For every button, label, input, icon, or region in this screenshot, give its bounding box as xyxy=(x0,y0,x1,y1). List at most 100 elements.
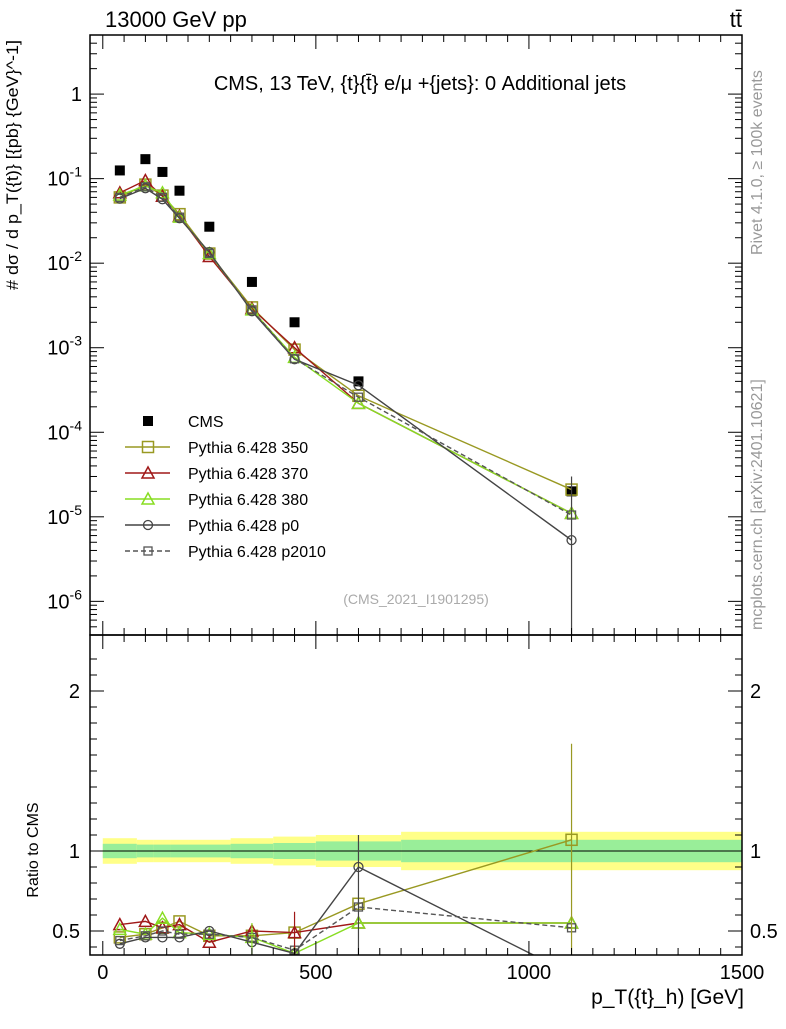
ratio-point xyxy=(157,926,168,936)
y-tick-label-exp: -4 xyxy=(70,417,83,433)
y-tick-label-base: 10 xyxy=(47,338,69,360)
data-point xyxy=(115,192,125,203)
series-line xyxy=(119,187,572,541)
main-title: CMS, 13 TeV, {t}{t̄} e/μ +{jets}: 0 Addi… xyxy=(214,73,626,95)
xlabel-text: p_T({t}_h) [GeV] xyxy=(591,986,744,1009)
header-left: 13000 GeV pp xyxy=(105,7,247,32)
watermark: (CMS_2021_I1901295) xyxy=(343,591,489,607)
data-point xyxy=(112,185,128,199)
data-point xyxy=(244,302,260,316)
legend-marker xyxy=(143,416,153,426)
data-point xyxy=(114,165,125,176)
series-4 xyxy=(114,183,577,546)
y-tick-label: 10-6 xyxy=(47,586,82,613)
data-point xyxy=(204,248,214,259)
x-tick-label: 500 xyxy=(299,962,332,984)
legend: CMS Pythia 6.428 350 Pythia 6.428 370 Pythi… xyxy=(125,414,326,561)
xlabel: p_T({t}_h) [GeV] xyxy=(591,986,744,1009)
y-tick-label: 10-3 xyxy=(47,333,82,360)
ratio-y-tick-label: 1 xyxy=(69,841,80,863)
ratio-point xyxy=(155,910,170,924)
data-point xyxy=(289,354,300,364)
legend-label: CMS xyxy=(188,414,224,431)
legend-label: Pythia 6.428 p0 xyxy=(188,518,299,535)
series-line xyxy=(119,185,572,514)
ratio-point xyxy=(204,929,214,939)
main-ylabel: # dσ / d p_T({t)} [{pb} {GeV}^-1] xyxy=(3,40,22,290)
main-series-group xyxy=(112,154,579,635)
x-tick-label: 1000 xyxy=(507,962,552,984)
legend-label: Pythia 6.428 p2010 xyxy=(188,544,326,561)
legend-label: Pythia 6.428 370 xyxy=(188,466,308,483)
legend-marker xyxy=(140,491,156,505)
ratio-series-line xyxy=(119,920,572,943)
y-tick-label-exp: -2 xyxy=(70,248,83,264)
series-1 xyxy=(113,178,578,496)
y-tick-label-base: 10 xyxy=(47,253,69,275)
legend-item: Pythia 6.428 350 xyxy=(125,440,308,457)
ratio-y-tick-label-right: 1 xyxy=(750,841,761,863)
ratio-point xyxy=(202,934,217,948)
series-line xyxy=(119,186,572,516)
y-tick-label: 10-4 xyxy=(47,417,82,444)
x-tick-label: 0 xyxy=(97,962,108,984)
main-ylabel-text: # dσ / d p_T({t)} [{pb} {GeV}^-1] xyxy=(3,40,22,290)
legend-item: Pythia 6.428 380 xyxy=(125,491,308,509)
ratio-point xyxy=(202,926,217,940)
y-tick-label-exp: -3 xyxy=(70,333,83,349)
legend-label: Pythia 6.428 380 xyxy=(188,492,308,509)
legend-item: Pythia 6.428 370 xyxy=(125,465,308,483)
legend-marker xyxy=(141,440,155,454)
data-point xyxy=(353,392,364,402)
ratio-point xyxy=(115,935,125,946)
ratio-band xyxy=(102,831,742,871)
legend-marker xyxy=(142,519,154,531)
y-tick-label-base: 10 xyxy=(47,422,69,444)
y-tick-label: 1 xyxy=(71,84,82,106)
y-tick-label-exp: -5 xyxy=(70,502,83,518)
data-point xyxy=(246,276,257,287)
series-5 xyxy=(115,182,577,520)
data-point xyxy=(202,245,217,260)
data-point xyxy=(140,182,151,192)
header-right: tt̄ xyxy=(730,7,742,32)
ratio-point xyxy=(112,921,128,936)
data-point xyxy=(157,166,168,177)
rivet-label: Rivet 4.1.0, ≥ 100k events xyxy=(749,70,766,255)
series-2 xyxy=(112,172,579,520)
mcplots-label: mcplots.cern.ch [arXiv:2401.10621] xyxy=(749,379,766,630)
ratio-series-line xyxy=(119,906,572,951)
ratio-point xyxy=(138,913,153,928)
ratio-series-line xyxy=(119,866,535,955)
legend-label: Pythia 6.428 350 xyxy=(188,440,308,457)
series-3 xyxy=(112,178,579,520)
data-point xyxy=(353,380,364,391)
legend-item: Pythia 6.428 p2010 xyxy=(125,544,326,561)
ratio-frame xyxy=(89,634,743,956)
series-line xyxy=(119,179,572,514)
ratio-point xyxy=(140,931,151,941)
data-point xyxy=(174,212,185,222)
ratio-point xyxy=(174,929,185,939)
y-tick-label: 10-5 xyxy=(47,502,82,529)
main-y-axis: 10-610-510-410-310-210-11 xyxy=(47,34,742,636)
ratio-y-tick-label-right: 2 xyxy=(750,681,761,703)
data-point xyxy=(157,192,168,203)
y-tick-label-base: 10 xyxy=(47,169,69,191)
ratio-ylabel: Ratio to CMS xyxy=(25,802,42,897)
ratio-point xyxy=(567,970,576,979)
ratio-point xyxy=(113,931,127,944)
y-tick-label-base: 10 xyxy=(47,507,69,529)
x-axis: 0 500 1000 1500 xyxy=(97,35,764,984)
x-tick-label: 1500 xyxy=(720,962,765,984)
ratio-y-tick-label: 2 xyxy=(69,681,80,703)
series-0 xyxy=(114,154,577,497)
ratio-point xyxy=(157,932,168,943)
legend-item: Pythia 6.428 p0 xyxy=(125,518,299,535)
legend-marker xyxy=(143,546,153,556)
legend-item: CMS xyxy=(143,414,224,431)
legend-marker xyxy=(140,465,156,479)
y-tick-label: 10-1 xyxy=(47,164,82,191)
